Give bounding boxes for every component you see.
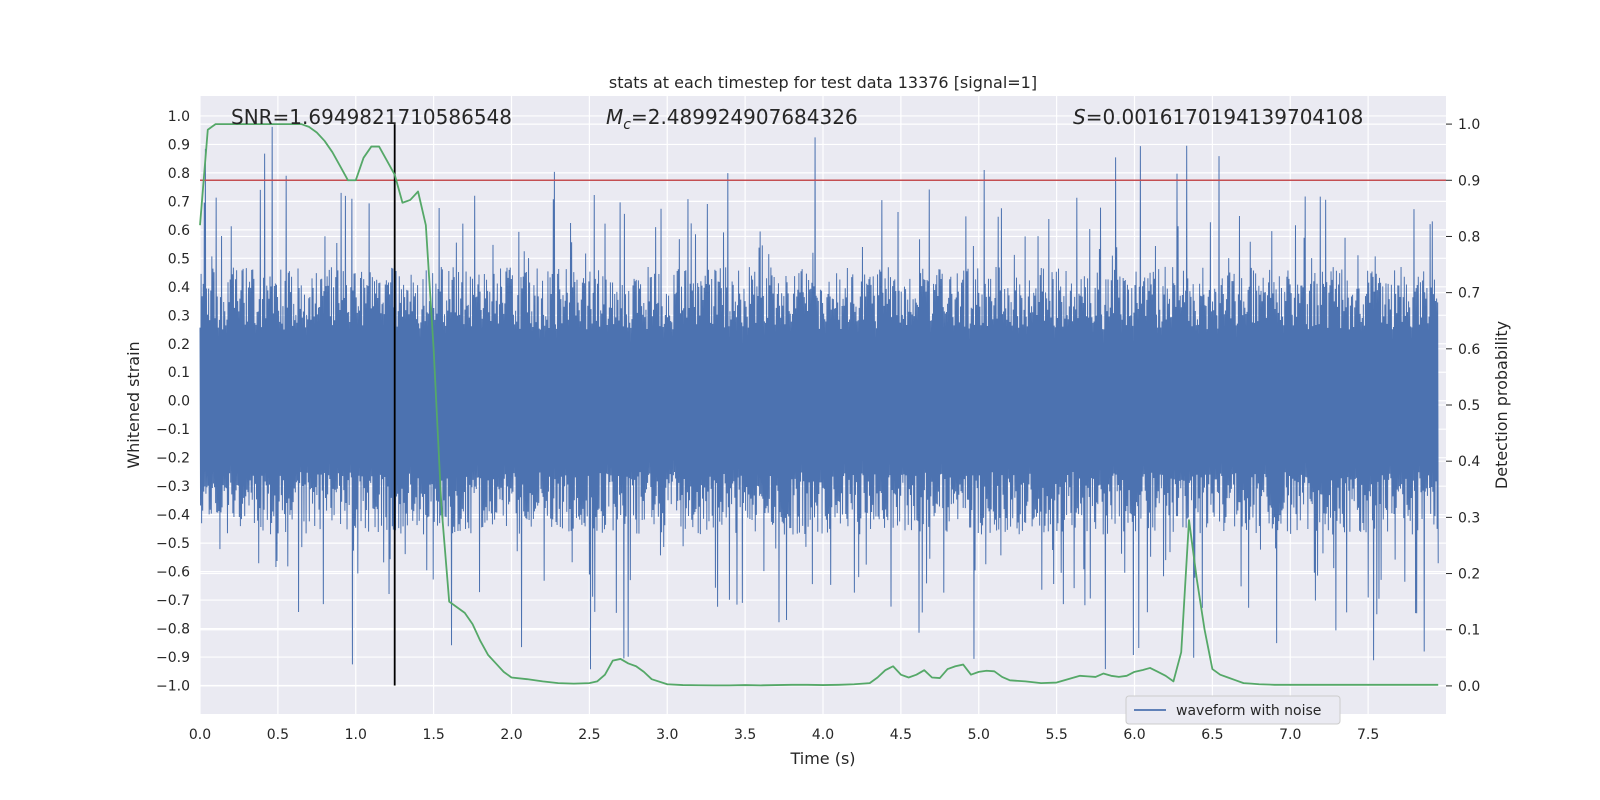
y-left-tick-label: 0.8 [168,166,190,182]
y-left-axis-label: Whitened strain [124,341,143,468]
x-tick-label: 4.0 [812,727,834,743]
y-left-tick-label: −1.0 [156,679,190,695]
x-tick-label: 7.5 [1357,727,1379,743]
y-left-tick-label: −0.7 [156,593,190,609]
y-left-tick-label: −0.9 [156,650,190,666]
x-tick-label: 2.5 [578,727,600,743]
x-tick-label: 1.0 [345,727,367,743]
x-tick-label: 3.5 [734,727,756,743]
s-value: =0.0016170194139704108 [1086,105,1364,129]
y-left-axis-ticks: 1.0 0.9 0.8 0.7 0.6 0.5 0.4 0.3 0.2 0.1 0.0 −0.1 −0.… [156,109,190,695]
y-right-tick-label: 0.8 [1458,229,1480,245]
snr-annotation: SNR=1.6949821710586548 [231,105,512,129]
y-left-tick-label: 0.0 [168,394,190,410]
detection-probability-line [199,123,1439,687]
x-tick-label: 6.5 [1201,727,1223,743]
x-tick-label: 7.0 [1279,727,1301,743]
legend: waveform with noise [1125,695,1341,725]
y-right-axis-ticks: 1.0 0.9 0.8 0.7 0.6 0.5 0.4 0.3 0.2 0.1 0.0 [1446,117,1480,695]
x-tick-label: 1.5 [422,727,444,743]
y-right-tick-label: 1.0 [1458,117,1480,133]
y-left-tick-label: −0.2 [156,451,190,467]
y-left-tick-label: 0.6 [168,223,190,239]
x-axis-ticks: 0.0 0.5 1.0 1.5 2.0 2.5 3.0 3.5 4.0 4.5 5.0 5.5 6.0 6… [189,727,1379,743]
chirp-mass-value: =2.489924907684326 [631,105,858,129]
y-left-tick-label: 0.5 [168,251,190,267]
y-left-tick-label: −0.1 [156,422,190,438]
x-tick-label: 5.5 [1045,727,1067,743]
y-right-tick-label: 0.6 [1458,342,1480,358]
chirp-mass-annotation: Mc=2.489924907684326 [606,105,858,133]
x-tick-label: 2.0 [500,727,522,743]
y-right-tick-label: 0.7 [1458,286,1480,302]
y-left-tick-label: −0.8 [156,622,190,638]
x-tick-label: 0.5 [267,727,289,743]
y-right-tick-label: 0.5 [1458,398,1480,414]
y-right-tick-label: 0.4 [1458,454,1480,470]
y-right-tick-label: 0.2 [1458,567,1480,583]
waveform-with-noise-line [199,126,1439,670]
y-left-tick-label: −0.3 [156,479,190,495]
y-left-tick-label: 0.7 [168,194,190,210]
y-right-axis-label: Detection probability [1492,321,1511,489]
s-symbol: S [1073,105,1086,129]
legend-box [1125,695,1341,725]
y-right-tick-label: 0.3 [1458,510,1480,526]
x-tick-label: 6.0 [1123,727,1145,743]
waveform-series [199,126,1439,670]
y-right-tick-label: 0.9 [1458,173,1480,189]
x-tick-label: 0.0 [189,727,211,743]
y-left-tick-label: −0.5 [156,536,190,552]
y-left-tick-label: 1.0 [168,109,190,125]
y-left-tick-label: 0.3 [168,308,190,324]
y-left-tick-label: 0.9 [168,137,190,153]
x-tick-label: 3.0 [656,727,678,743]
y-left-tick-label: −0.6 [156,565,190,581]
y-left-tick-label: 0.1 [168,365,190,381]
probability-series [199,123,1439,687]
chirp-mass-subscript: c [623,117,631,133]
chirp-mass-symbol: M [606,105,623,129]
y-right-tick-label: 0.1 [1458,623,1480,639]
y-left-tick-label: 0.2 [168,337,190,353]
x-tick-label: 5.0 [968,727,990,743]
legend-label-waveform: waveform with noise [1176,703,1321,719]
x-axis-label: Time (s) [789,749,855,768]
y-right-tick-label: 0.0 [1458,679,1480,695]
chart-title: stats at each timestep for test data 133… [609,73,1037,92]
s-annotation: S=0.0016170194139704108 [1073,105,1363,129]
x-tick-label: 4.5 [890,727,912,743]
y-left-tick-label: −0.4 [156,508,190,524]
y-left-tick-label: 0.4 [168,280,190,296]
